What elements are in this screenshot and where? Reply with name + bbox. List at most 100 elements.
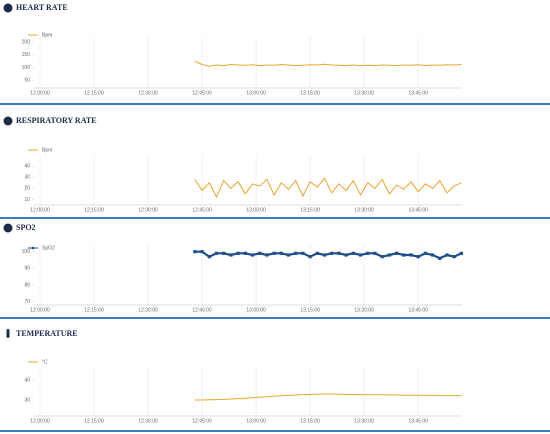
series-marker [200,250,204,254]
series-marker [452,255,456,259]
y-tick-label: 40 [24,377,30,383]
x-tick-label: 12:30:00 [138,207,158,213]
y-tick-label: 90 [24,266,30,272]
panel-title: HEART RATE [16,3,68,12]
y-tick-label: 100 [22,65,31,71]
series-marker [286,253,291,257]
panel-title: SPO2 [16,223,36,232]
series-marker [272,251,276,255]
panel-title: RESPIRATORY RATE [16,116,97,125]
x-tick-label: 13:15:00 [300,90,320,96]
x-tick-label: 12:15:00 [84,90,104,96]
x-tick-label: 12:00:00 [30,207,50,213]
series-line [194,177,462,199]
legend-marker [31,246,35,250]
series-marker [250,253,255,257]
x-tick-label: 12:45:00 [192,307,212,313]
legend-label: °C [42,359,48,365]
series-marker [423,251,427,255]
series-marker [416,255,420,259]
y-tick-label: 20 [24,186,30,192]
x-tick-label: 13:00:00 [246,418,266,424]
x-tick-label: 13:00:00 [246,90,266,96]
series-marker [380,255,384,259]
thermometer-icon [6,329,10,338]
series-marker [445,253,449,257]
series-marker [438,256,442,260]
lungs-icon [3,116,13,126]
series-marker [330,251,334,255]
series-marker [222,251,226,255]
y-tick-label: 40 [24,163,30,169]
series-marker [229,253,233,257]
series-marker [387,253,391,257]
x-tick-label: 13:00:00 [246,307,266,313]
y-tick-label: 150 [22,52,31,58]
legend-label: Bpm [42,32,52,38]
x-tick-label: 13:30:00 [354,207,374,213]
series-marker [243,251,247,255]
x-tick-label: 13:45:00 [408,207,428,213]
x-tick-label: 13:45:00 [408,418,428,424]
y-tick-label: 100 [22,249,31,255]
heart-icon [3,3,13,13]
x-tick-label: 13:15:00 [300,207,320,213]
series-marker [279,251,283,255]
series-marker [193,250,197,254]
series-marker [301,251,305,255]
x-tick-label: 12:30:00 [138,418,158,424]
separator [0,103,550,105]
x-tick-label: 13:30:00 [354,418,374,424]
x-tick-label: 12:15:00 [84,418,104,424]
legend-label: SpO2 [42,245,55,251]
series-marker [322,253,327,257]
series-marker [258,251,262,255]
x-tick-label: 12:30:00 [138,90,158,96]
series-marker [308,255,312,259]
x-tick-label: 12:00:00 [30,90,50,96]
x-tick-label: 12:30:00 [138,307,158,313]
series-line [194,250,462,260]
series-marker [358,253,363,257]
x-tick-label: 12:15:00 [84,207,104,213]
series-marker [394,251,399,255]
separator [0,430,550,432]
x-tick-label: 12:45:00 [192,90,212,96]
y-tick-label: 30 [24,397,30,403]
x-tick-label: 12:45:00 [192,418,212,424]
x-tick-label: 13:15:00 [300,307,320,313]
series-marker [294,251,298,255]
y-tick-label: 200 [22,39,31,45]
series-marker [351,251,355,255]
series-marker [315,251,319,255]
y-tick-label: 50 [24,78,30,84]
series-line [194,393,462,401]
x-tick-label: 13:30:00 [354,90,374,96]
series-marker [366,251,370,255]
series-marker [207,255,211,259]
x-tick-label: 13:45:00 [408,307,428,313]
series-marker [373,251,377,255]
x-tick-label: 12:45:00 [192,207,212,213]
y-tick-label: 30 [24,175,30,181]
series-marker [344,253,348,257]
y-tick-label: 10 [24,197,30,203]
x-tick-label: 13:15:00 [300,418,320,424]
series-marker [459,251,463,255]
series-marker [402,253,406,257]
series-line [194,60,462,67]
x-tick-label: 12:15:00 [84,307,104,313]
x-tick-label: 13:00:00 [246,207,266,213]
separator [0,217,550,219]
x-tick-label: 12:00:00 [30,307,50,313]
series-marker [236,251,240,255]
series-marker [214,251,219,255]
series-marker [337,251,341,255]
y-tick-label: 80 [24,282,30,288]
panel-title: TEMPERATURE [16,329,78,338]
series-marker [430,253,435,257]
x-tick-label: 13:30:00 [354,307,374,313]
separator [0,317,550,319]
